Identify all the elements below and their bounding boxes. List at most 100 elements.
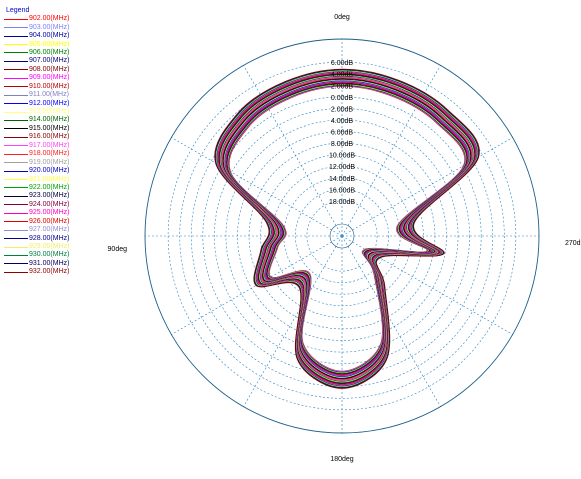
legend-swatch [4, 69, 28, 71]
legend: Legend 902.00(MHz) 903.00(MHz) 904.00(MHz)… [4, 6, 94, 277]
legend-item: 917.00(MHz) [4, 142, 94, 150]
legend-label: 921.00(MHz) [29, 175, 70, 183]
series-line [222, 78, 472, 380]
radial-tick-label: 4.00dB [331, 72, 354, 79]
legend-swatch [4, 52, 28, 54]
angle-label: 270deg [565, 240, 581, 247]
legend-label: 907.00(MHz) [29, 57, 70, 65]
legend-label: 923.00(MHz) [29, 192, 70, 200]
legend-label: 919.00(MHz) [29, 158, 70, 166]
legend-swatch [4, 204, 28, 206]
radial-tick-label: 2.00dB [331, 106, 354, 113]
legend-label: 929.00(MHz) [29, 243, 70, 251]
legend-item: 905.00(MHz) [4, 40, 94, 48]
series-line [222, 77, 473, 380]
legend-item: 921.00(MHz) [4, 175, 94, 183]
radial-gridline [167, 61, 517, 411]
legend-item: 915.00(MHz) [4, 125, 94, 133]
series-line [214, 69, 480, 389]
legend-item: 916.00(MHz) [4, 133, 94, 141]
legend-item: 909.00(MHz) [4, 74, 94, 82]
radial-tick-label: 12.00dB [329, 164, 355, 171]
legend-item: 904.00(MHz) [4, 32, 94, 40]
legend-swatch [4, 27, 28, 29]
angle-gridline [243, 65, 343, 237]
legend-item: 926.00(MHz) [4, 218, 94, 226]
angle-label: 0deg [334, 14, 350, 21]
radial-tick-label: 10.00dB [329, 153, 355, 160]
legend-swatch [4, 86, 28, 88]
radial-tick-label: 6.00dB [331, 60, 354, 67]
legend-item: 902.00(MHz) [4, 15, 94, 23]
legend-label: 924.00(MHz) [29, 200, 70, 208]
legend-label: 914.00(MHz) [29, 116, 70, 124]
legend-label: 913.00(MHz) [29, 108, 70, 116]
angle-gridline [341, 235, 441, 407]
angle-label: 90deg [108, 246, 128, 253]
series-line [220, 75, 474, 382]
radial-gridline [225, 119, 459, 353]
legend-swatch [4, 263, 28, 265]
legend-item: 913.00(MHz) [4, 108, 94, 116]
angle-label: 180deg [330, 456, 353, 463]
radial-tick-label: 8.00dB [331, 141, 354, 148]
radial-tick-label: 0.00dB [331, 95, 354, 102]
series-line [221, 77, 473, 381]
angle-gridline [243, 235, 343, 407]
series-line [221, 76, 473, 381]
legend-item: 911.00(MHz) [4, 91, 94, 99]
legend-label: 930.00(MHz) [29, 251, 70, 259]
series-line [223, 80, 471, 378]
legend-swatch [4, 111, 28, 113]
legend-label: 910.00(MHz) [29, 82, 70, 90]
legend-item: 930.00(MHz) [4, 251, 94, 259]
inner-circle [329, 223, 355, 249]
legend-label: 905.00(MHz) [29, 40, 70, 48]
legend-item: 907.00(MHz) [4, 57, 94, 65]
legend-label: 902.00(MHz) [29, 15, 70, 23]
legend-label: 920.00(MHz) [29, 167, 70, 175]
legend-label: 931.00(MHz) [29, 259, 70, 267]
legend-item: 922.00(MHz) [4, 184, 94, 192]
legend-swatch [4, 212, 28, 214]
legend-swatch [4, 145, 28, 147]
radial-gridline [237, 131, 447, 341]
legend-swatch [4, 254, 28, 256]
legend-swatch [4, 271, 28, 273]
legend-title: Legend [6, 7, 30, 14]
legend-label: 932.00(MHz) [29, 268, 70, 276]
series-lines [214, 68, 480, 389]
series-line [227, 84, 467, 373]
legend-swatch [4, 60, 28, 62]
legend-swatch [4, 229, 28, 231]
legend-swatch [4, 238, 28, 240]
series-line [223, 79, 471, 379]
legend-item: 931.00(MHz) [4, 260, 94, 268]
radial-gridline [248, 142, 436, 330]
legend-label: 903.00(MHz) [29, 23, 70, 31]
radial-tick-label: 4.00dB [331, 118, 354, 125]
legend-swatch [4, 128, 28, 130]
legend-item: 918.00(MHz) [4, 150, 94, 158]
legend-swatch [4, 77, 28, 79]
legend-swatch [4, 170, 28, 172]
legend-label: 911.00(MHz) [29, 91, 69, 99]
legend-swatch [4, 162, 28, 164]
series-line [225, 82, 469, 376]
legend-label: 912.00(MHz) [29, 99, 70, 107]
legend-label: 926.00(MHz) [29, 217, 70, 225]
legend-swatch [4, 136, 28, 138]
legend-item: 927.00(MHz) [4, 226, 94, 234]
legend-swatch [4, 44, 28, 46]
legend-label: 906.00(MHz) [29, 48, 70, 56]
legend-swatch [4, 221, 28, 223]
legend-label: 915.00(MHz) [29, 124, 70, 132]
legend-item: 908.00(MHz) [4, 66, 94, 74]
legend-label: 904.00(MHz) [29, 32, 70, 40]
legend-swatch [4, 94, 28, 96]
angle-gridline [341, 137, 513, 237]
legend-item: 923.00(MHz) [4, 192, 94, 200]
series-line [224, 80, 470, 377]
legend-item: 929.00(MHz) [4, 243, 94, 251]
legend-label: 917.00(MHz) [29, 141, 70, 149]
